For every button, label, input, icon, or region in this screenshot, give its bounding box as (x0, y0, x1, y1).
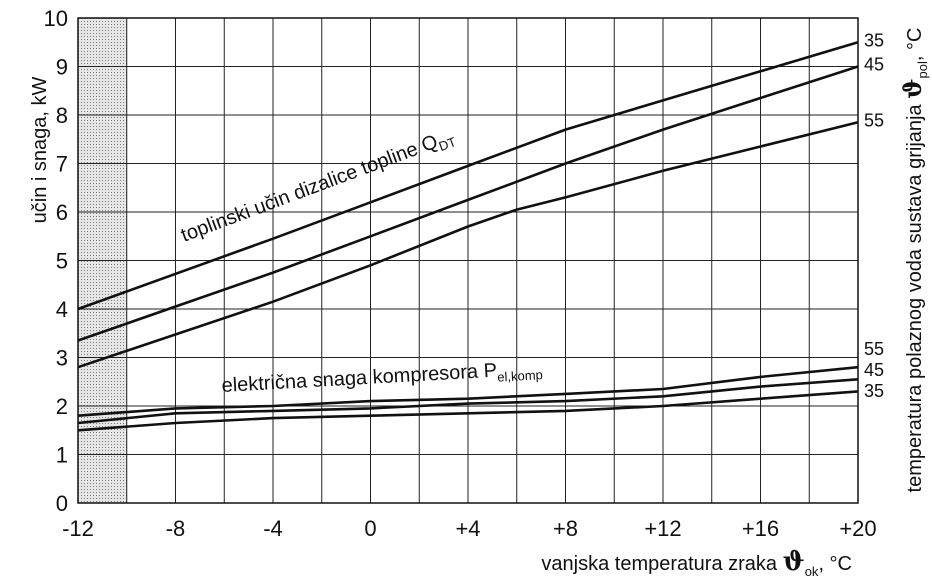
y-axis-label: učin i snaga, kW (29, 77, 51, 224)
x-axis-label-text: vanjska temperatura zraka (541, 553, 778, 575)
right-axis-symbol: ϑ (898, 78, 927, 98)
x-tick-label: +12 (644, 516, 681, 541)
heat-output-line-55 (77, 121, 859, 369)
plot-frame (77, 17, 859, 504)
heat-output-line-35 (77, 41, 859, 311)
right-axis-unit: , °C (904, 28, 926, 62)
heat-series-label-45: 45 (864, 55, 884, 75)
x-tick-label: -8 (166, 516, 186, 541)
electric-series-label-35: 35 (864, 381, 884, 401)
electric-power-line-35 (77, 390, 859, 432)
electric-power-line-55 (77, 365, 859, 417)
heat-output-line-45 (77, 65, 859, 342)
electric-power-line-45 (77, 378, 859, 425)
x-axis-unit: , °C (818, 553, 852, 575)
heat-output-annotation: toplinski učin dizalice topline QDT (178, 125, 458, 250)
y-tick-label: 0 (56, 491, 68, 516)
y-tick-label: 5 (56, 249, 68, 274)
x-tick-label: +16 (742, 516, 779, 541)
heat-series-label-55: 55 (864, 110, 884, 130)
y-tick-label: 2 (56, 394, 68, 419)
electric-power-annotation-sub: el,komp (497, 367, 543, 385)
right-axis-label-text: temperatura polaznog voda sustava grijan… (904, 104, 926, 493)
y-tick-label: 6 (56, 200, 68, 225)
electric-power-annotation: električna snaga kompresora Pel,komp (221, 357, 543, 400)
y-tick-label: 4 (56, 297, 68, 322)
heat-series-label-35: 35 (864, 30, 884, 50)
heat-output-annotation-sub: DT (437, 134, 459, 154)
y-tick-label: 8 (56, 103, 68, 128)
x-tick-label: +4 (455, 516, 480, 541)
y-tick-label: 1 (56, 443, 68, 468)
right-axis-label: temperatura polaznog voda sustava grijan… (898, 28, 930, 493)
x-axis-symbol: ϑ (783, 547, 805, 577)
electric-series-label-55: 55 (864, 339, 884, 359)
right-axis-subscript: pol (915, 61, 930, 78)
x-tick-label: +8 (553, 516, 578, 541)
x-tick-label: +20 (839, 516, 876, 541)
y-tick-label: 9 (56, 55, 68, 80)
heat-output-annotation-text: toplinski učin dizalice topline Q (178, 131, 441, 247)
electric-series-label-45: 45 (864, 360, 884, 380)
electric-power-annotation-text: električna snaga kompresora P (221, 360, 498, 397)
y-tick-label: 10 (44, 6, 68, 31)
x-tick-label: 0 (364, 516, 376, 541)
y-tick-label: 3 (56, 346, 68, 371)
x-axis-label: vanjska temperatura zraka ϑok, °C (541, 547, 852, 579)
x-tick-label: -12 (62, 516, 94, 541)
x-axis-subscript: ok (805, 564, 819, 579)
x-tick-label: -4 (263, 516, 283, 541)
y-tick-label: 7 (56, 152, 68, 177)
